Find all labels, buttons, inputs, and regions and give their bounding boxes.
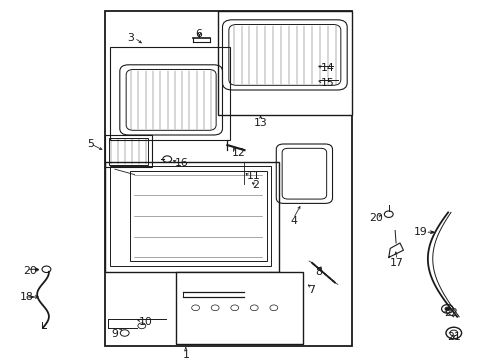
Text: 7: 7: [307, 285, 314, 295]
Bar: [110, 166, 271, 266]
Text: 19: 19: [413, 227, 427, 237]
Text: 20: 20: [369, 213, 383, 223]
Text: 21: 21: [446, 332, 460, 342]
Text: 14: 14: [320, 63, 333, 73]
Text: 12: 12: [232, 148, 245, 158]
Text: 17: 17: [389, 258, 403, 268]
Bar: [129, 171, 266, 261]
Text: 16: 16: [175, 158, 188, 168]
Text: 10: 10: [138, 317, 152, 327]
Text: 1: 1: [182, 350, 189, 360]
Text: 8: 8: [315, 267, 322, 277]
Circle shape: [444, 307, 449, 311]
Text: 13: 13: [253, 118, 267, 128]
Text: 18: 18: [20, 292, 33, 302]
Text: 4: 4: [289, 216, 296, 226]
Text: 6: 6: [195, 29, 202, 39]
Text: 15: 15: [320, 78, 333, 88]
Bar: [105, 135, 151, 167]
Text: 5: 5: [87, 139, 94, 149]
Text: 2: 2: [252, 180, 259, 190]
Bar: [108, 138, 148, 165]
Bar: [105, 11, 351, 346]
Bar: [105, 162, 278, 272]
Text: 3: 3: [127, 33, 134, 43]
Bar: [176, 272, 303, 344]
Text: 9: 9: [111, 329, 118, 339]
Polygon shape: [388, 243, 403, 257]
Bar: [110, 47, 229, 140]
Text: 20: 20: [23, 266, 37, 276]
Text: 11: 11: [246, 171, 260, 181]
Text: 22: 22: [443, 308, 457, 318]
Bar: [217, 11, 351, 115]
